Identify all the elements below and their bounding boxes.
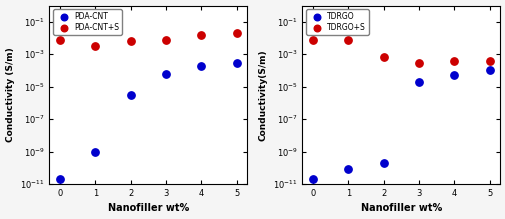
PDA-CNT [126,94,134,97]
PDA-CNT+S [56,38,64,41]
PDA-CNT+S [162,38,170,41]
Legend: PDA-CNT, PDA-CNT+S: PDA-CNT, PDA-CNT+S [53,9,122,35]
TDRGO [379,161,387,165]
TDRGO [449,74,458,77]
TDRGO+S [379,55,387,58]
PDA-CNT+S [126,39,134,42]
PDA-CNT [91,150,99,153]
Y-axis label: Conductivity(S/m): Conductivity(S/m) [258,49,267,141]
TDRGO [414,80,422,83]
TDRGO [344,168,352,171]
X-axis label: Nanofiller wt%: Nanofiller wt% [360,203,441,214]
PDA-CNT+S [91,45,99,48]
PDA-CNT [162,72,170,76]
TDRGO+S [344,38,352,41]
PDA-CNT [197,64,205,67]
TDRGO+S [414,61,422,64]
TDRGO+S [449,59,458,62]
PDA-CNT [56,177,64,181]
TDRGO [309,177,317,181]
X-axis label: Nanofiller wt%: Nanofiller wt% [108,203,189,214]
PDA-CNT+S [232,31,240,35]
Legend: TDRGO, TDRGO+S: TDRGO, TDRGO+S [306,9,368,35]
PDA-CNT+S [197,33,205,37]
TDRGO [485,69,493,72]
TDRGO+S [485,59,493,62]
PDA-CNT [232,61,240,64]
TDRGO+S [309,38,317,41]
Y-axis label: Conductivity (S/m): Conductivity (S/m) [6,48,15,142]
